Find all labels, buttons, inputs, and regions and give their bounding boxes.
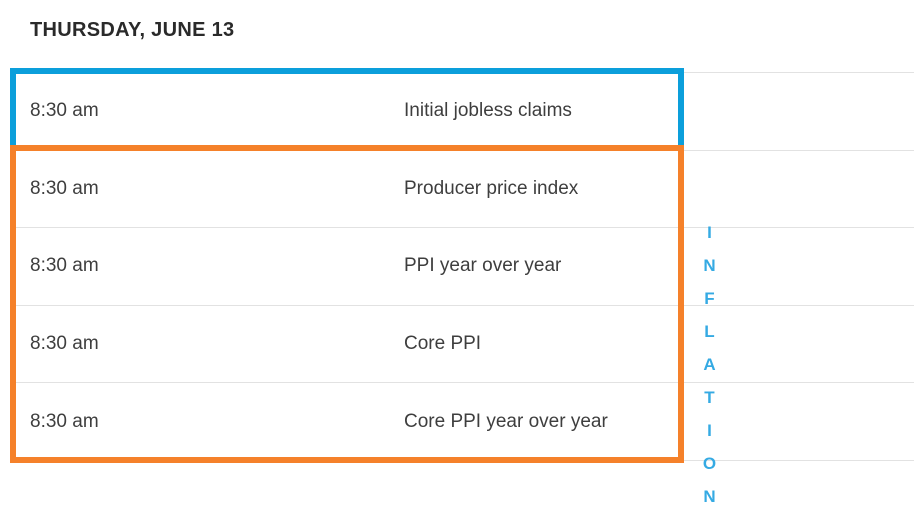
inflation-vertical-label: INFLATION <box>700 223 719 511</box>
table-row: 8:30 am Core PPI year over year <box>10 382 914 460</box>
event-name: Initial jobless claims <box>404 100 572 122</box>
event-time: 8:30 am <box>30 333 99 355</box>
event-name: Core PPI <box>404 333 482 355</box>
event-name: PPI year over year <box>404 255 562 277</box>
table-row: 8:30 am Core PPI <box>10 304 914 383</box>
events-table: 8:30 am Initial jobless claims 8:30 am P… <box>10 72 914 461</box>
day-heading: THURSDAY, JUNE 13 <box>30 19 235 41</box>
event-time: 8:30 am <box>30 100 99 122</box>
event-time: 8:30 am <box>30 410 99 432</box>
event-name: Core PPI year over year <box>404 410 608 432</box>
event-time: 8:30 am <box>30 255 99 277</box>
table-row: 8:30 am Initial jobless claims <box>10 72 914 150</box>
event-time: 8:30 am <box>30 177 99 199</box>
table-row: 8:30 am PPI year over year <box>10 227 914 305</box>
event-name: Producer price index <box>404 177 579 199</box>
table-row: 8:30 am Producer price index <box>10 149 914 228</box>
